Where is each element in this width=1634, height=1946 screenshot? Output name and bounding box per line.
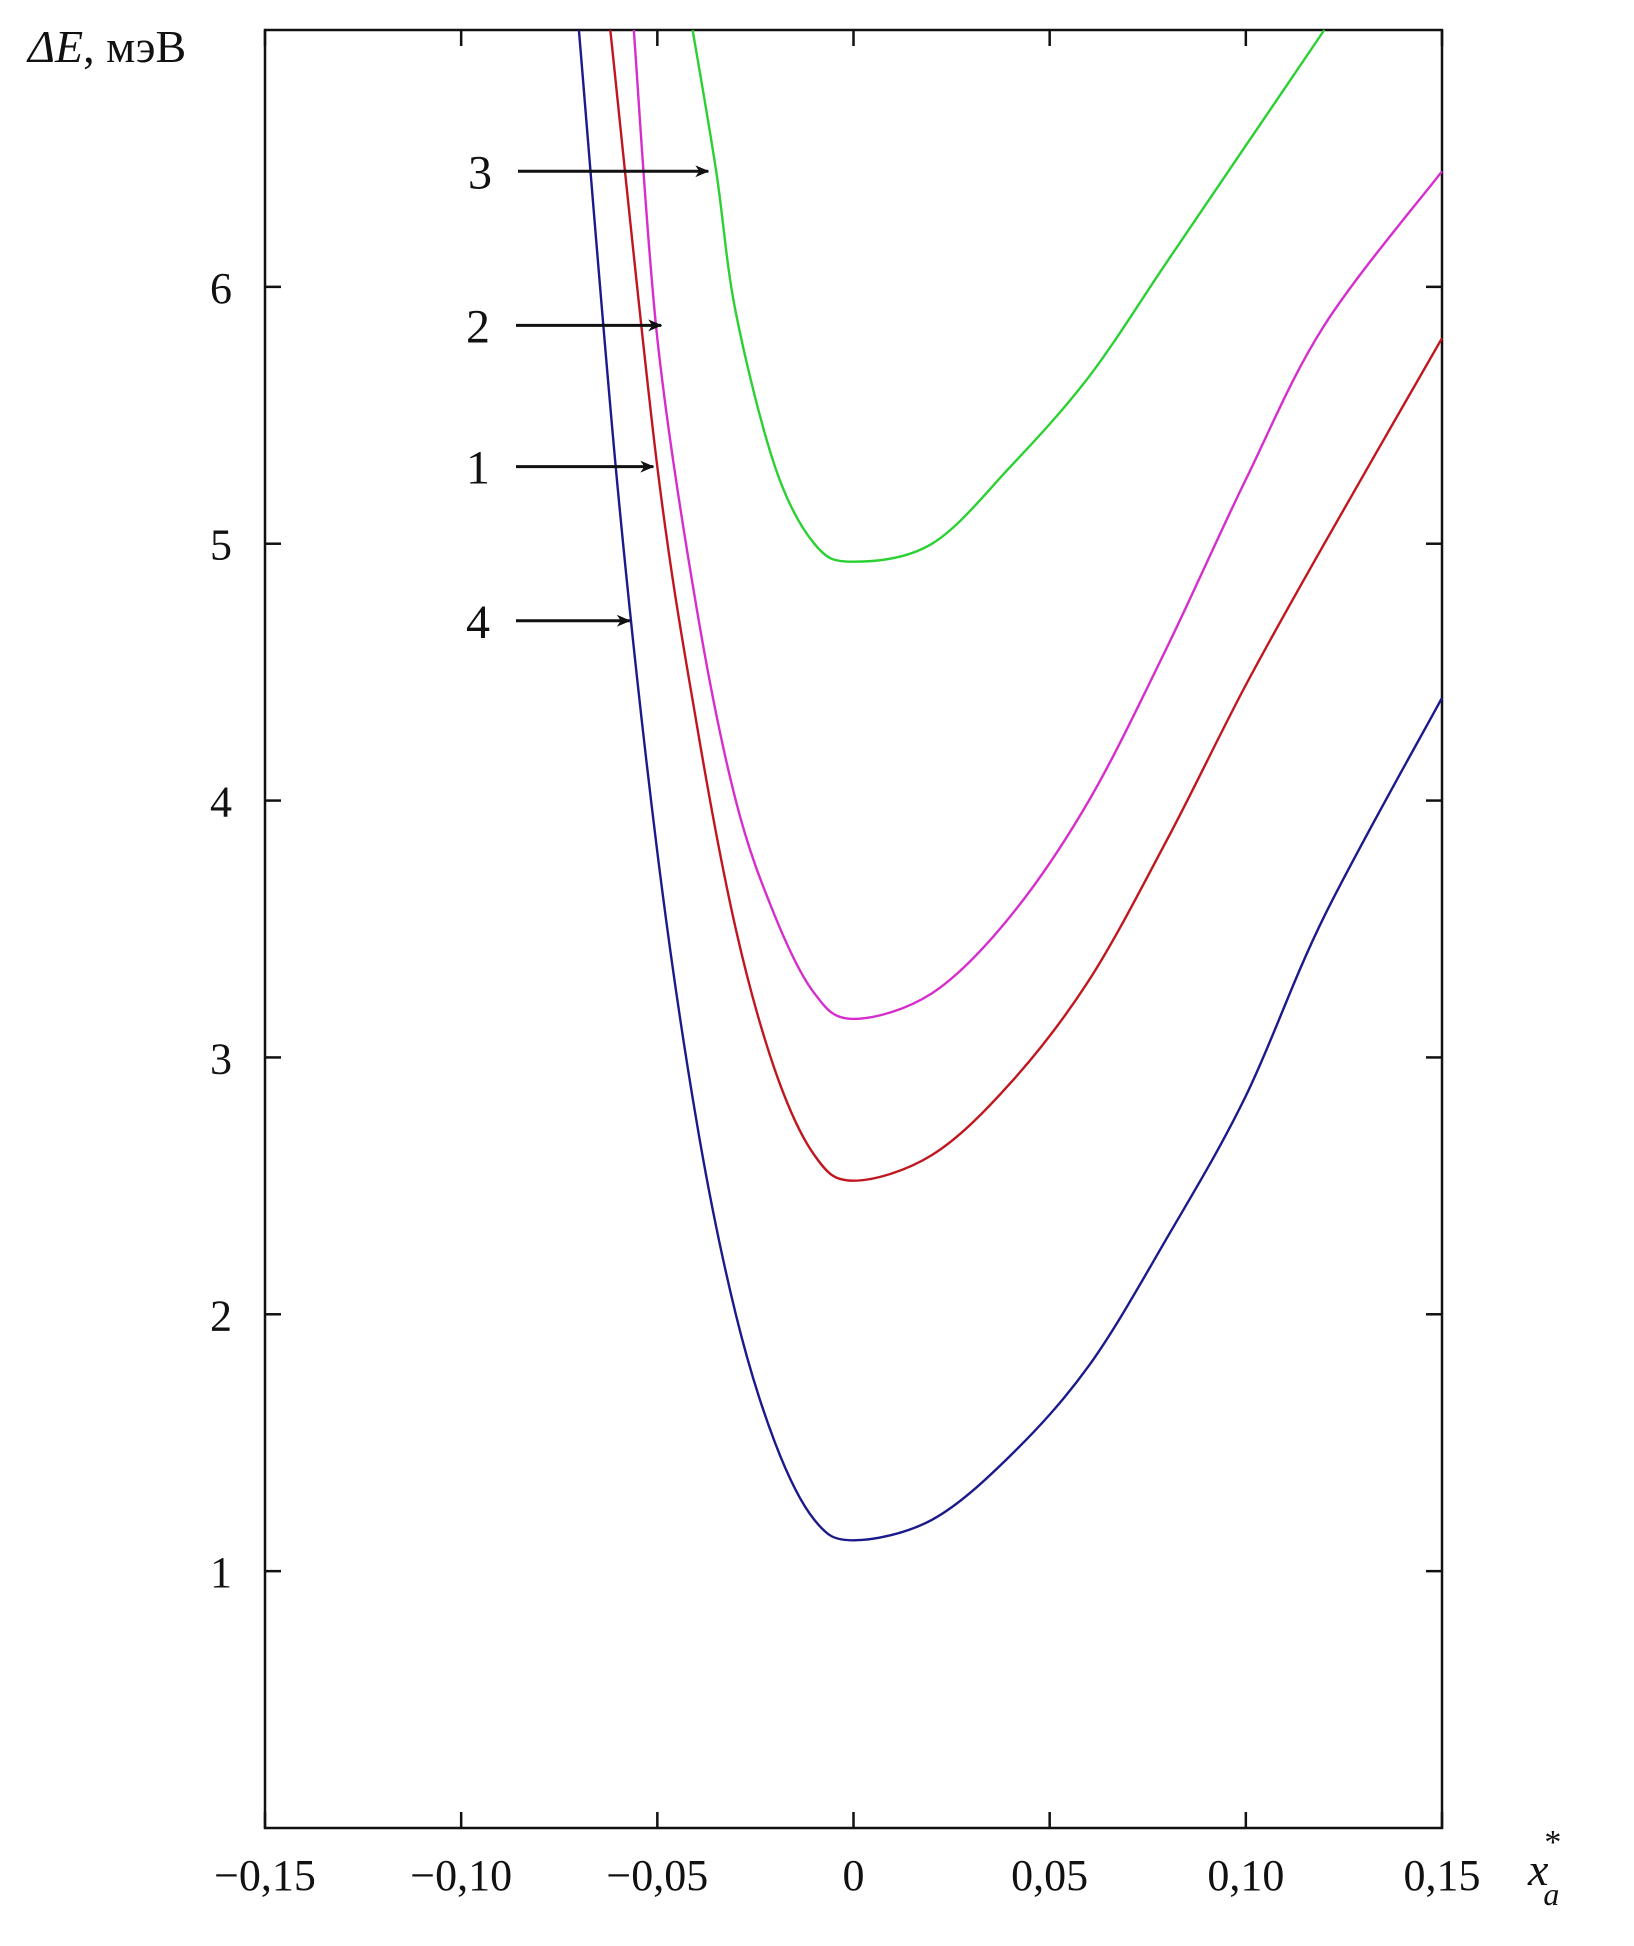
series-line-2: [632, 29, 1443, 1021]
curve-annotations: 1 2 3 4: [466, 146, 710, 649]
x-axis-sub: a: [1543, 1876, 1559, 1912]
y-tick-label: 4: [210, 778, 232, 827]
axis-ticks: −0,15 −0,10 −0,05 0 0,05 0,10 0,15 1 2 3 4 5 6: [210, 30, 1481, 1900]
curve-label-2: 2: [466, 300, 490, 353]
x-tick-label: 0,05: [1011, 1851, 1088, 1900]
x-tick-label: 0: [843, 1851, 865, 1900]
x-tick-label: −0,15: [214, 1851, 316, 1900]
y-tick-label: 3: [210, 1034, 232, 1083]
plot-frame: [263, 28, 1444, 1830]
x-tick-label: 0,15: [1404, 1851, 1481, 1900]
x-tick-label: 0,10: [1207, 1851, 1284, 1900]
series-line-1: [609, 29, 1444, 1182]
y-tick-label: 1: [210, 1548, 232, 1597]
y-axis-unit: , мэВ: [83, 21, 186, 72]
curve-label-1: 1: [466, 442, 490, 495]
y-tick-label: 2: [210, 1291, 232, 1340]
series-line-3: [691, 29, 1326, 563]
y-tick-label: 6: [210, 264, 232, 313]
x-tick-label: −0,05: [606, 1851, 708, 1900]
curve-label-3: 3: [468, 146, 492, 199]
x-axis-symbol: x: [1527, 1844, 1549, 1895]
y-axis-symbol: ΔE: [26, 21, 83, 72]
series-curves: [577, 29, 1444, 1542]
x-axis-title: x* a: [1527, 1824, 1561, 1912]
curve-label-4: 4: [466, 596, 490, 649]
y-tick-label: 5: [210, 521, 232, 570]
x-tick-label: −0,10: [410, 1851, 512, 1900]
series-line-4: [577, 29, 1444, 1542]
y-axis-title: ΔE, мэВ: [26, 21, 186, 72]
x-axis-sup: *: [1544, 1824, 1561, 1861]
